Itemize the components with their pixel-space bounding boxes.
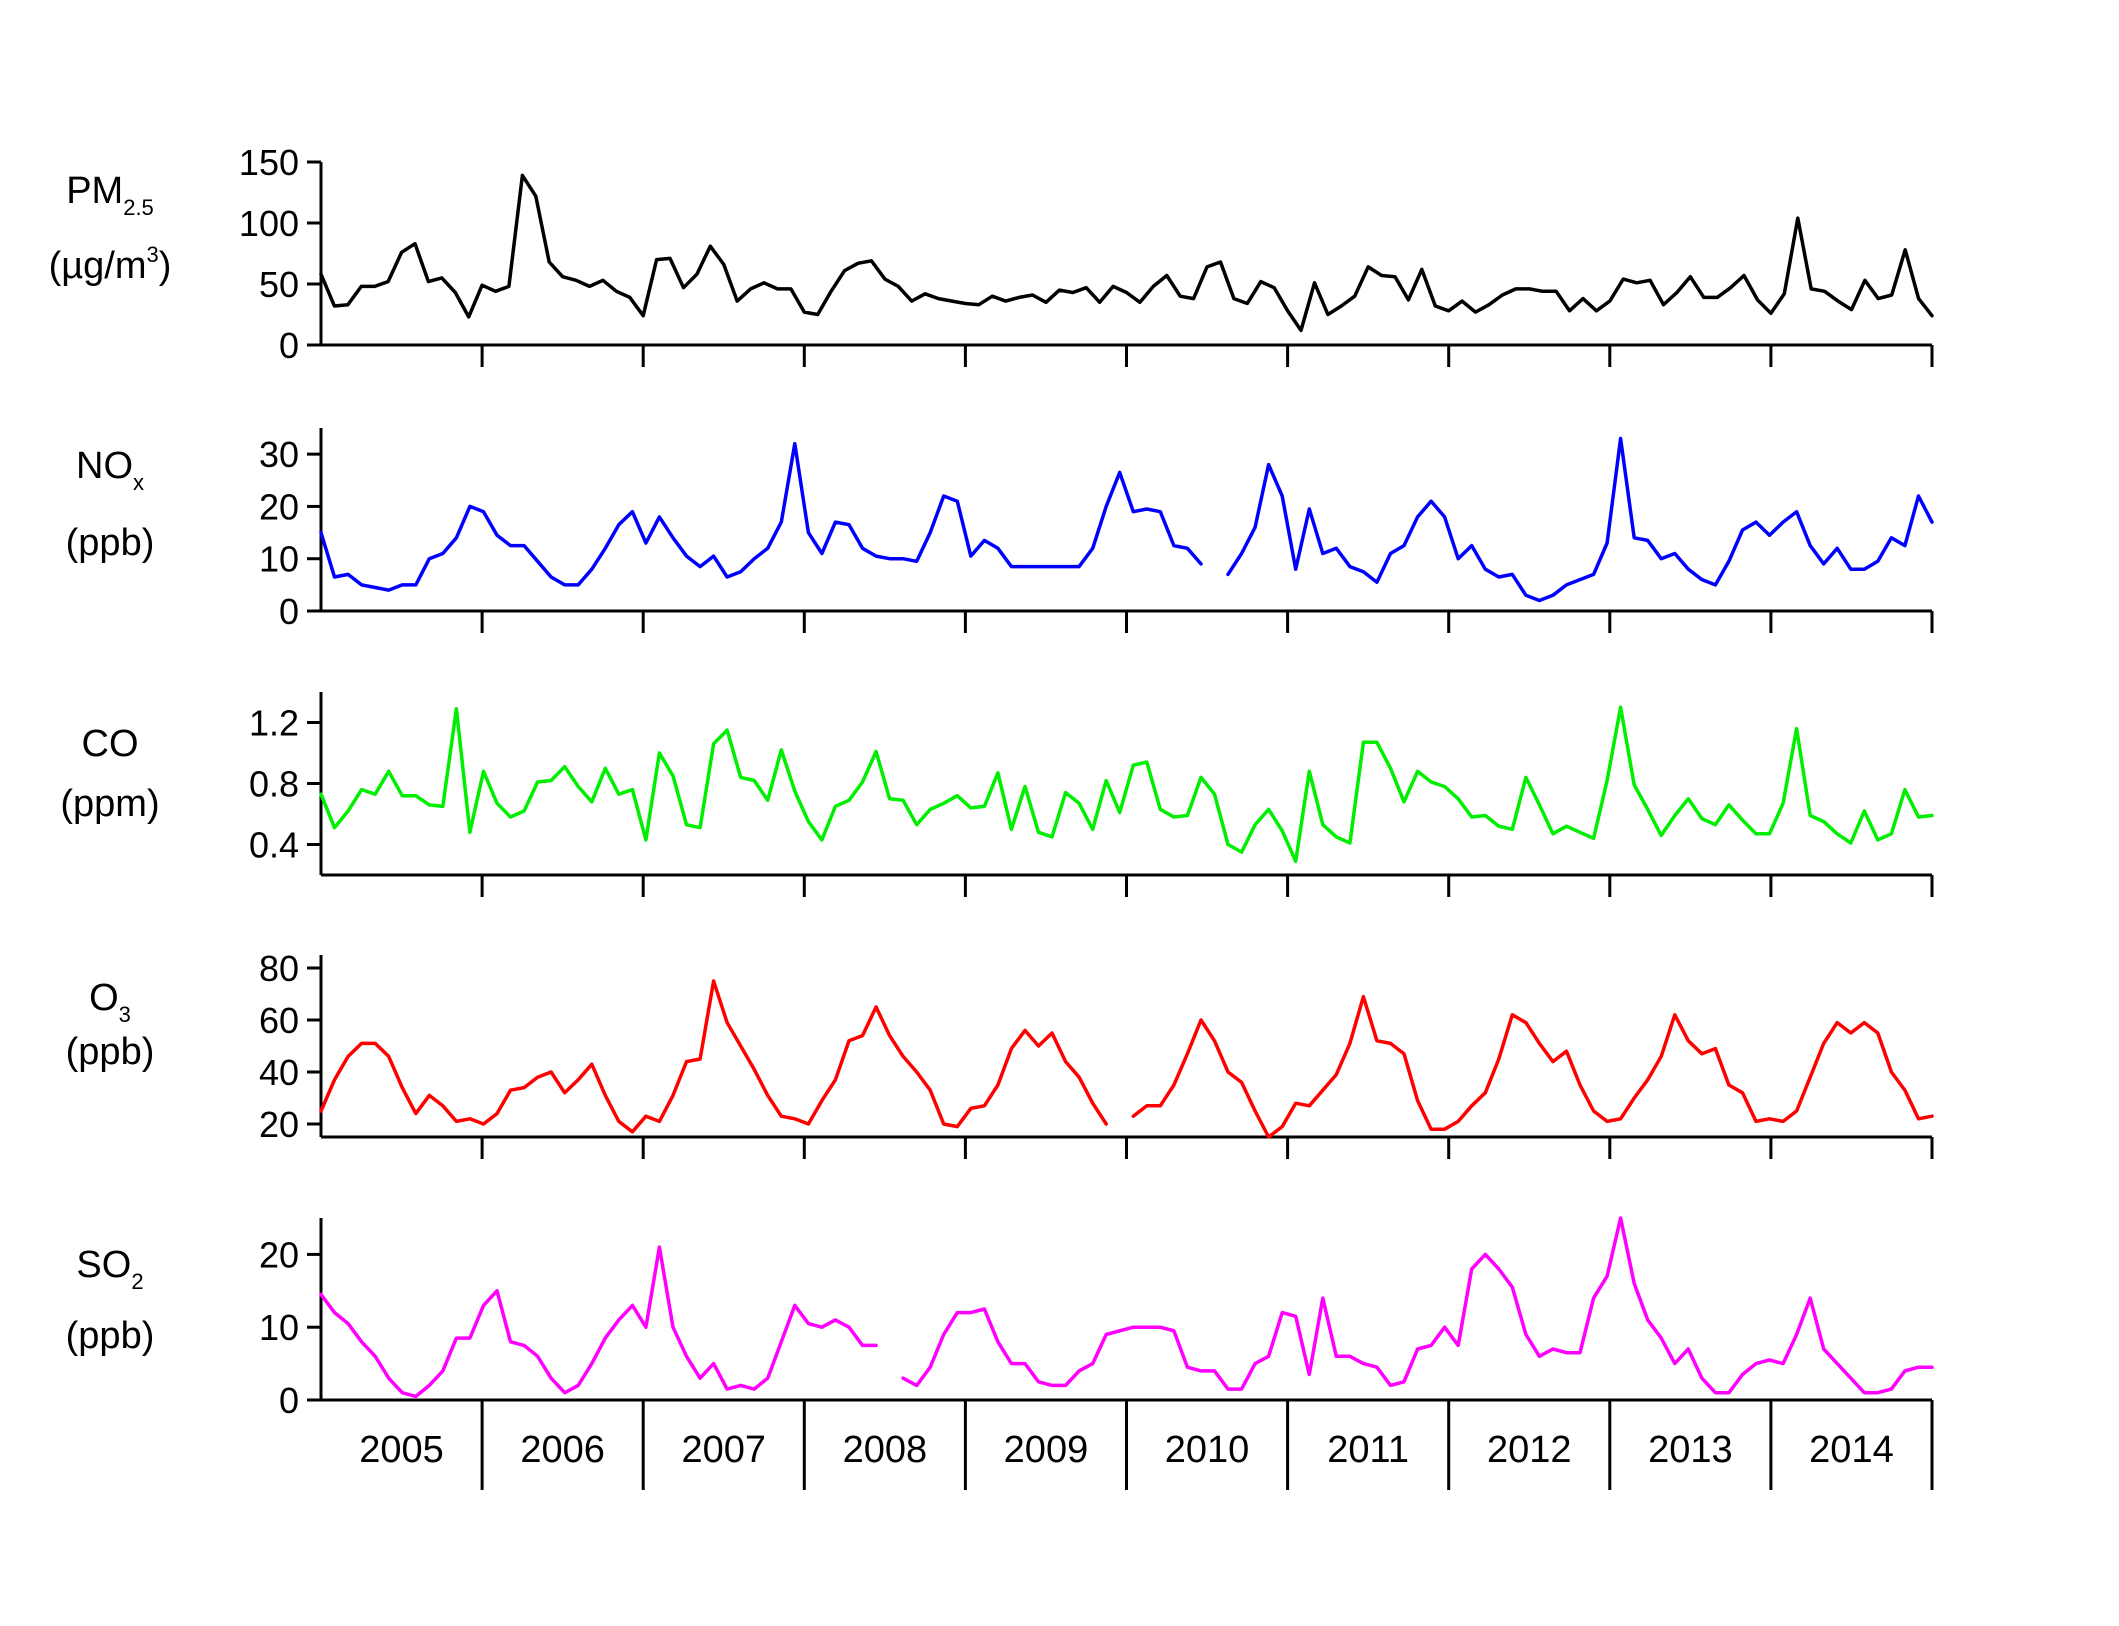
unit-label: (ppb) [66,522,155,564]
y-tick-label: 100 [239,203,299,244]
y-tick-label: 0.8 [249,764,299,805]
year-label: 2012 [1487,1429,1572,1471]
y-tick-label: 1.2 [249,703,299,744]
year-label: 2006 [520,1429,605,1471]
year-label: 2005 [359,1429,444,1471]
y-tick-label: 80 [259,948,299,989]
series-line [319,979,1108,1134]
y-tick-label: 30 [259,434,299,475]
year-label: 2007 [681,1429,766,1471]
y-tick-label: 20 [259,486,299,527]
y-tick-label: 60 [259,1000,299,1041]
y-tick-label: 150 [239,142,299,183]
series-line [1131,994,1934,1139]
year-label: 2010 [1165,1429,1250,1471]
year-label: 2011 [1327,1429,1409,1471]
y-tick-label: 20 [259,1234,299,1275]
series-line [901,1216,1934,1395]
year-label: 2013 [1648,1429,1733,1471]
series-line [319,705,1934,864]
y-tick-label: 40 [259,1052,299,1093]
y-tick-label: 0.4 [249,825,299,866]
unit-label: (ppb) [66,1031,155,1073]
year-labels: 2005 2006 2007 2008 2009 2010 2011 2012 2013 2014 [359,1429,1893,1471]
series-line [319,441,1203,592]
year-label: 2009 [1004,1429,1089,1471]
y-tick-label: 0 [279,1380,299,1421]
panels: 050100150PM2.5(µg/m3)0102030NOx(ppb)0.40… [49,142,1934,1490]
y-tick-label: 10 [259,1307,299,1348]
y-tick-label: 0 [279,591,299,632]
unit-label: (ppb) [66,1315,155,1357]
unit-label: (µg/m3) [49,242,172,287]
series-label: O3 [89,977,131,1027]
series-label: NOx [76,445,144,495]
unit-label: (ppm) [60,783,159,825]
panel-2: 0.4 0.8 1.2 CO (ppm) [60,692,1934,897]
panel-4: 0 10 20 SO2 (ppb) [66,1216,1934,1490]
y-tick-label: 20 [259,1104,299,1145]
year-label: 2014 [1809,1429,1894,1471]
series-line [319,1245,878,1399]
year-label: 2008 [843,1429,928,1471]
series-label: CO [82,723,139,765]
y-tick-label: 10 [259,539,299,580]
y-tick-label: 0 [279,325,299,366]
y-tick-label: 50 [259,264,299,305]
series-line [319,173,1934,333]
series-label: SO2 [76,1244,143,1294]
series-label: PM2.5 [66,170,154,220]
panel-0: 0 50 100 150 PM2.5 (µg/m3) [49,142,1934,367]
panel-3: 20 40 60 80 O3(ppb) [66,948,1934,1159]
panel-1: 0 10 20 30 NOx (ppb) [66,428,1934,633]
series-line [1226,436,1934,603]
